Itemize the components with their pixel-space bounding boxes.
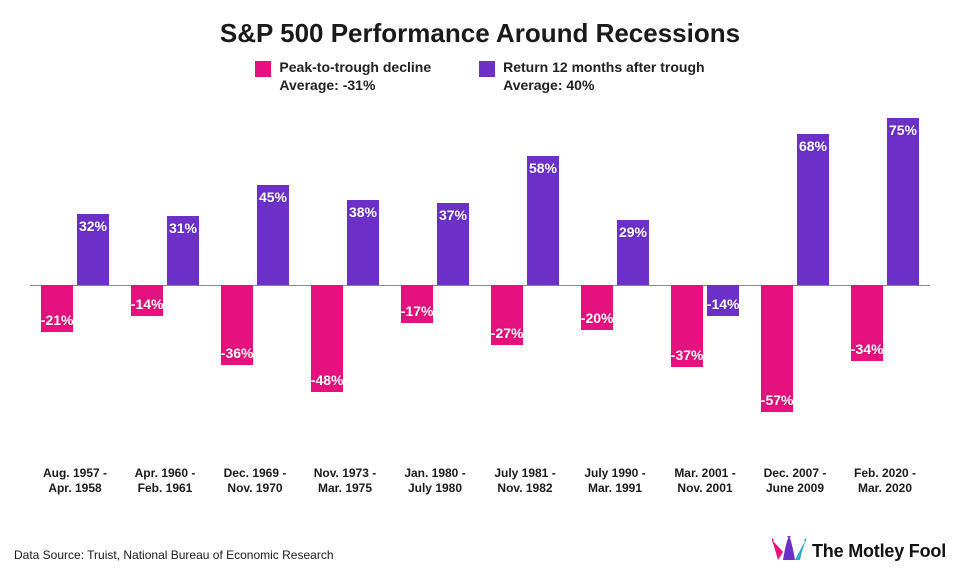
bar-groups: -21% 32% -14% 31% -36% 45% -48% 38% -17% 37% -27% 5… xyxy=(30,118,930,452)
rebound-bar: 38% xyxy=(347,200,379,285)
bar-group: -27% 58% xyxy=(480,118,570,452)
rebound-bar: 29% xyxy=(617,220,649,285)
jester-hat-icon xyxy=(772,536,806,562)
rebound-bar-label: 32% xyxy=(77,218,109,234)
decline-bar: -37% xyxy=(671,285,703,367)
rebound-bar: 45% xyxy=(257,185,289,285)
decline-bar: -17% xyxy=(401,285,433,323)
legend-item-decline: Peak-to-trough decline Average: -31% xyxy=(255,59,431,94)
data-source: Data Source: Truist, National Bureau of … xyxy=(14,548,334,562)
rebound-bar-label: 58% xyxy=(527,160,559,176)
plot-area: -21% 32% -14% 31% -36% 45% -48% 38% -17% 37% -27% 5… xyxy=(30,118,930,452)
x-axis-label: Mar. 2001 -Nov. 2001 xyxy=(660,466,750,496)
rebound-bar: -14% xyxy=(707,285,739,316)
x-axis-label: Nov. 1973 -Mar. 1975 xyxy=(300,466,390,496)
x-axis-label: July 1981 -Nov. 1982 xyxy=(480,466,570,496)
legend-swatch-rebound xyxy=(479,61,495,77)
rebound-bar-label: 45% xyxy=(257,189,289,205)
decline-bar-label: -14% xyxy=(131,296,163,312)
chart-title: S&P 500 Performance Around Recessions xyxy=(0,0,960,49)
legend-label-rebound: Return 12 months after trough Average: 4… xyxy=(503,59,704,94)
bar-group: -34% 75% xyxy=(840,118,930,452)
decline-bar-label: -17% xyxy=(401,303,433,319)
decline-bar: -57% xyxy=(761,285,793,412)
chart-container: S&P 500 Performance Around Recessions Pe… xyxy=(0,0,960,574)
rebound-bar: 37% xyxy=(437,203,469,285)
rebound-bar: 75% xyxy=(887,118,919,285)
rebound-bar-label: 31% xyxy=(167,220,199,236)
legend-item-rebound: Return 12 months after trough Average: 4… xyxy=(479,59,704,94)
rebound-bar: 58% xyxy=(527,156,559,285)
rebound-bar: 31% xyxy=(167,216,199,285)
decline-bar-label: -21% xyxy=(41,312,73,328)
x-axis-label: July 1990 -Mar. 1991 xyxy=(570,466,660,496)
decline-bar: -21% xyxy=(41,285,73,332)
brand-text: The Motley Fool xyxy=(812,541,946,562)
decline-bar: -48% xyxy=(311,285,343,392)
x-axis-label: Dec. 2007 -June 2009 xyxy=(750,466,840,496)
bar-group: -17% 37% xyxy=(390,118,480,452)
bar-group: -21% 32% xyxy=(30,118,120,452)
decline-bar-label: -48% xyxy=(311,372,343,388)
bar-group: -57% 68% xyxy=(750,118,840,452)
bar-group: -48% 38% xyxy=(300,118,390,452)
rebound-bar-label: 37% xyxy=(437,207,469,223)
legend: Peak-to-trough decline Average: -31% Ret… xyxy=(0,59,960,94)
rebound-bar: 32% xyxy=(77,214,109,285)
rebound-bar-label: 38% xyxy=(347,204,379,220)
x-axis-label: Dec. 1969 -Nov. 1970 xyxy=(210,466,300,496)
x-axis-label: Apr. 1960 -Feb. 1961 xyxy=(120,466,210,496)
legend-label-decline: Peak-to-trough decline Average: -31% xyxy=(279,59,431,94)
decline-bar: -27% xyxy=(491,285,523,345)
x-axis-label: Jan. 1980 -July 1980 xyxy=(390,466,480,496)
legend-swatch-decline xyxy=(255,61,271,77)
decline-bar: -20% xyxy=(581,285,613,330)
decline-bar-label: -36% xyxy=(221,345,253,361)
decline-bar-label: -27% xyxy=(491,325,523,341)
bar-group: -14% 31% xyxy=(120,118,210,452)
bar-group: -37% -14% xyxy=(660,118,750,452)
decline-bar-label: -34% xyxy=(851,341,883,357)
decline-bar-label: -57% xyxy=(761,392,793,408)
footer: Data Source: Truist, National Bureau of … xyxy=(14,536,946,562)
rebound-bar-label: 75% xyxy=(887,122,919,138)
bar-group: -20% 29% xyxy=(570,118,660,452)
decline-bar-label: -37% xyxy=(671,347,703,363)
rebound-bar-label: 68% xyxy=(797,138,829,154)
decline-bar-label: -20% xyxy=(581,310,613,326)
rebound-bar: 68% xyxy=(797,134,829,285)
decline-bar: -34% xyxy=(851,285,883,361)
x-axis-label: Feb. 2020 -Mar. 2020 xyxy=(840,466,930,496)
decline-bar: -36% xyxy=(221,285,253,365)
x-axis-labels: Aug. 1957 -Apr. 1958Apr. 1960 -Feb. 1961… xyxy=(30,466,930,496)
brand-logo: The Motley Fool xyxy=(772,536,946,562)
x-axis-label: Aug. 1957 -Apr. 1958 xyxy=(30,466,120,496)
decline-bar: -14% xyxy=(131,285,163,316)
rebound-bar-label: -14% xyxy=(707,296,739,312)
bar-group: -36% 45% xyxy=(210,118,300,452)
rebound-bar-label: 29% xyxy=(617,224,649,240)
